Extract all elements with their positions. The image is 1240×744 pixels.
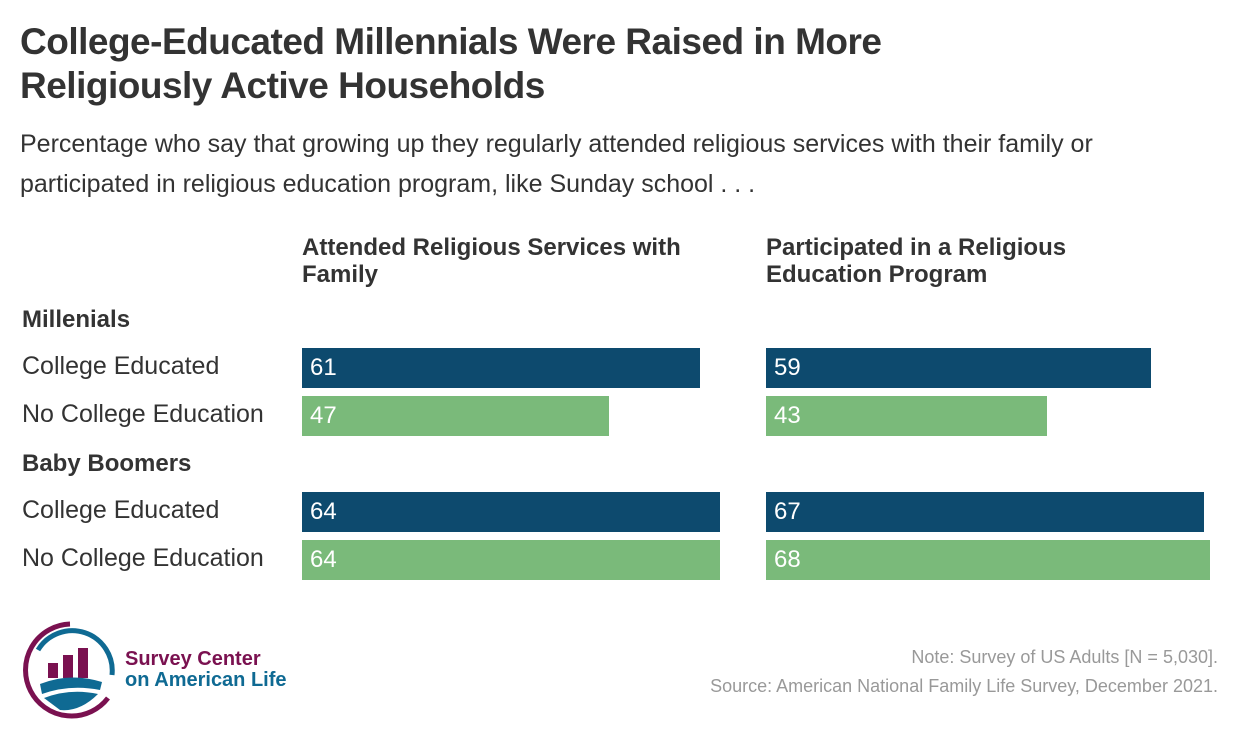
bar-education-no-college: 43 (766, 396, 1047, 436)
logo-text-line1: Survey Center (125, 648, 261, 670)
note-text: Note: Survey of US Adults [N = 5,030]. (911, 647, 1218, 667)
row-label: No College Education (22, 544, 264, 572)
row-label: College Educated (22, 352, 220, 380)
bar-education-college: 59 (766, 348, 1152, 388)
bar-services-no-college: 64 (302, 540, 720, 580)
panel-title-services: Attended Religious Services with Family (302, 234, 681, 288)
row-label: No College Education (22, 400, 264, 428)
bar-education-no-college: 68 (766, 540, 1211, 580)
logo-text-line2: on American Life (125, 669, 287, 691)
bar-value-label: 61 (310, 354, 337, 381)
panel-title-education: Participated in a Religious Education Pr… (766, 234, 1067, 288)
bar-education-college: 67 (766, 492, 1204, 532)
survey-center-logo-icon (23, 621, 115, 719)
source-text: Source: American National Family Life Su… (710, 676, 1218, 696)
bar-value-label: 68 (774, 546, 801, 573)
bar-services-no-college: 47 (302, 396, 609, 436)
group-label-millenials: Millenials (22, 306, 131, 333)
bar-value-label: 47 (310, 402, 337, 429)
bar-services-college: 64 (302, 492, 720, 532)
group-label-boomers: Baby Boomers (22, 450, 192, 477)
bar-value-label: 67 (774, 498, 801, 525)
bar-value-label: 43 (774, 402, 801, 429)
chart-title: College-Educated Millennials Were Raised… (20, 21, 882, 106)
bar-value-label: 59 (774, 354, 801, 381)
bar-value-label: 64 (310, 498, 337, 525)
bar-services-college: 61 (302, 348, 701, 388)
bar-value-label: 64 (310, 546, 337, 573)
row-label: College Educated (22, 496, 220, 524)
chart-subtitle: Percentage who say that growing up they … (20, 130, 1093, 198)
